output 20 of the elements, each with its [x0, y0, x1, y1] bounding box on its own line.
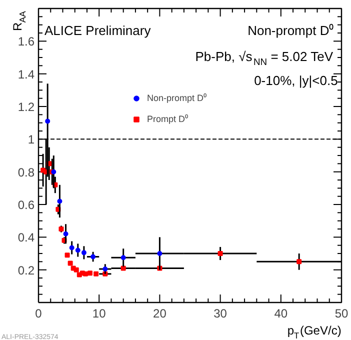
x-tick-label: 0 [35, 306, 42, 320]
y-tick-label: 0.2 [18, 263, 35, 278]
y-axis-title: RAA [10, 10, 28, 31]
y-tick-label: 1.4 [18, 67, 35, 82]
x-tick-label: 50 [334, 306, 348, 320]
x-tick-label: 20 [153, 306, 167, 320]
y-tick-label: 1.2 [18, 100, 35, 114]
x-tick-label: 10 [92, 306, 106, 320]
x-tick-label: 40 [274, 306, 288, 320]
annotation: ALICE Preliminary [44, 23, 152, 38]
x-tick-label: 30 [214, 306, 228, 320]
annotation: Non-prompt D⁰ [248, 23, 334, 38]
y-tick-label: 1 [28, 132, 35, 147]
legend-label: Prompt D⁰ [147, 113, 188, 125]
y-tick-label: 0.4 [18, 230, 35, 245]
y-tick-label: 1.6 [18, 34, 35, 49]
y-tick-label: 0.8 [18, 165, 35, 180]
annotation: 0-10%, |y|<0.5 [254, 73, 338, 88]
legend-label: Non-prompt D⁰ [147, 92, 207, 104]
y-tick-label: 0.6 [18, 198, 35, 212]
